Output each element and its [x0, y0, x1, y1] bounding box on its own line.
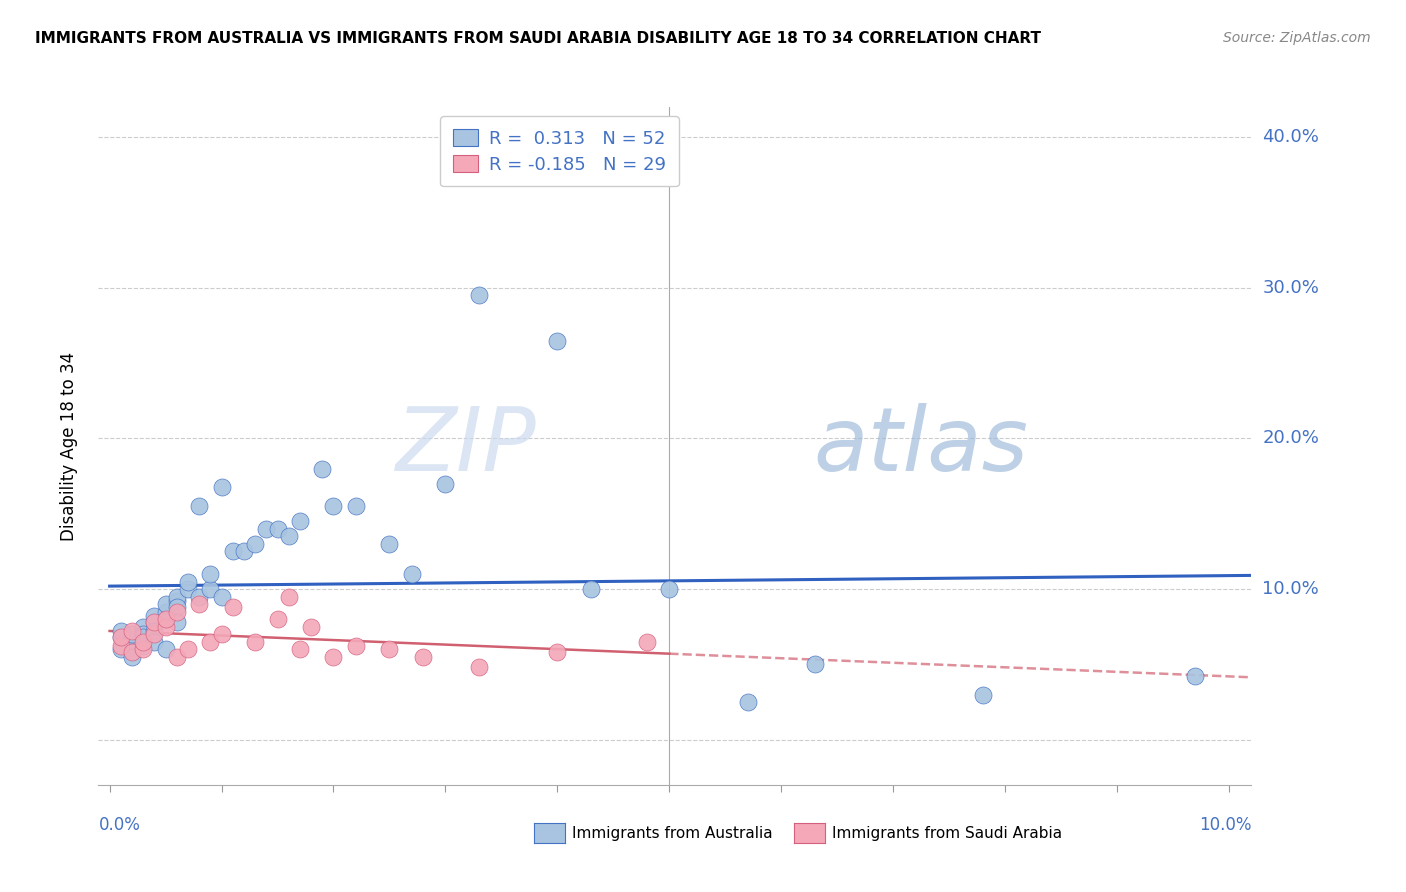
- Point: [211, 590, 233, 604]
- Point: [143, 635, 166, 649]
- Y-axis label: Disability Age 18 to 34: Disability Age 18 to 34: [59, 351, 77, 541]
- Point: [546, 334, 568, 348]
- Point: [155, 597, 177, 611]
- Text: 20.0%: 20.0%: [1263, 429, 1319, 448]
- Point: [143, 627, 166, 641]
- Point: [121, 624, 143, 639]
- Point: [401, 567, 423, 582]
- Point: [266, 612, 288, 626]
- Point: [155, 620, 177, 634]
- Point: [222, 544, 245, 558]
- Text: ZIP: ZIP: [395, 403, 537, 489]
- Point: [143, 609, 166, 624]
- Point: [737, 695, 759, 709]
- Point: [211, 627, 233, 641]
- Point: [972, 688, 994, 702]
- Point: [166, 615, 188, 630]
- Point: [412, 649, 434, 664]
- Point: [277, 529, 299, 543]
- Point: [546, 645, 568, 659]
- Point: [254, 522, 277, 536]
- Point: [322, 649, 344, 664]
- Point: [155, 605, 177, 619]
- Point: [434, 476, 457, 491]
- Text: 0.0%: 0.0%: [98, 816, 141, 834]
- Point: [1184, 669, 1206, 683]
- Point: [200, 582, 222, 596]
- Point: [143, 624, 166, 639]
- Point: [188, 597, 211, 611]
- Point: [266, 522, 288, 536]
- Point: [311, 461, 333, 475]
- Point: [166, 600, 188, 615]
- Point: [110, 624, 132, 639]
- Point: [177, 582, 200, 596]
- Point: [344, 500, 367, 514]
- Point: [468, 660, 491, 674]
- Point: [110, 630, 132, 644]
- Point: [110, 630, 132, 644]
- Point: [132, 642, 155, 657]
- Text: 10.0%: 10.0%: [1199, 816, 1251, 834]
- Point: [288, 514, 311, 528]
- Text: 40.0%: 40.0%: [1263, 128, 1319, 146]
- Point: [579, 582, 602, 596]
- Point: [211, 480, 233, 494]
- Text: 10.0%: 10.0%: [1263, 580, 1319, 599]
- Point: [132, 640, 155, 654]
- Point: [132, 630, 155, 644]
- Point: [166, 649, 188, 664]
- Point: [804, 657, 827, 672]
- Point: [222, 600, 245, 615]
- Point: [121, 635, 143, 649]
- Point: [121, 645, 143, 659]
- Point: [177, 574, 200, 589]
- Point: [658, 582, 681, 596]
- Point: [344, 640, 367, 654]
- Point: [143, 615, 166, 630]
- Point: [243, 635, 266, 649]
- Text: atlas: atlas: [813, 403, 1028, 489]
- Point: [132, 635, 155, 649]
- Text: Immigrants from Australia: Immigrants from Australia: [572, 826, 773, 840]
- Point: [277, 590, 299, 604]
- Point: [155, 612, 177, 626]
- Text: IMMIGRANTS FROM AUSTRALIA VS IMMIGRANTS FROM SAUDI ARABIA DISABILITY AGE 18 TO 3: IMMIGRANTS FROM AUSTRALIA VS IMMIGRANTS …: [35, 31, 1042, 46]
- Point: [299, 620, 322, 634]
- Point: [166, 590, 188, 604]
- Point: [378, 537, 401, 551]
- Point: [121, 649, 143, 664]
- Point: [188, 590, 211, 604]
- Point: [288, 642, 311, 657]
- Point: [166, 594, 188, 608]
- Point: [322, 500, 344, 514]
- Point: [110, 642, 132, 657]
- Point: [378, 642, 401, 657]
- Text: Source: ZipAtlas.com: Source: ZipAtlas.com: [1223, 31, 1371, 45]
- Point: [166, 605, 188, 619]
- Point: [155, 642, 177, 657]
- Point: [121, 627, 143, 641]
- Point: [200, 567, 222, 582]
- Point: [200, 635, 222, 649]
- Point: [177, 642, 200, 657]
- Legend: R =  0.313   N = 52, R = -0.185   N = 29: R = 0.313 N = 52, R = -0.185 N = 29: [440, 116, 679, 186]
- Point: [132, 627, 155, 641]
- Point: [243, 537, 266, 551]
- Point: [232, 544, 254, 558]
- Point: [132, 620, 155, 634]
- Point: [468, 288, 491, 302]
- Text: Immigrants from Saudi Arabia: Immigrants from Saudi Arabia: [832, 826, 1063, 840]
- Text: 30.0%: 30.0%: [1263, 279, 1319, 297]
- Point: [636, 635, 658, 649]
- Point: [155, 612, 177, 626]
- Point: [143, 615, 166, 630]
- Point: [188, 500, 211, 514]
- Point: [110, 640, 132, 654]
- Point: [121, 645, 143, 659]
